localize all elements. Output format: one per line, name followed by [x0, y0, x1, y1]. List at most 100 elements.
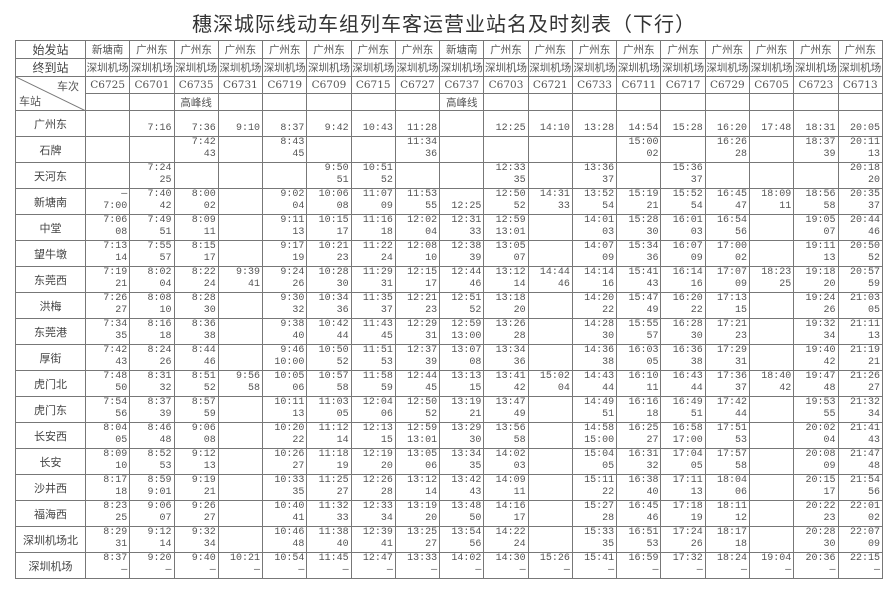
departure-time: 53 [734, 435, 747, 446]
time-cell: 9:06 08 [173, 422, 219, 449]
train-note [527, 93, 573, 111]
time-cell: 13:18 20 [483, 292, 529, 319]
time-cell [660, 136, 706, 163]
departure-time [706, 175, 747, 187]
time-cell: 15:36 37 [660, 162, 706, 189]
arrival-time: 10:21 [230, 553, 261, 565]
departure-time: 36 [336, 305, 349, 316]
time-cell: 16:45 46 [616, 500, 662, 527]
departure-time: 31 [380, 279, 393, 290]
arrival-time: 22:07 [849, 527, 880, 539]
station-name: 东莞港 [15, 318, 86, 345]
train-origin: 广州东 [616, 40, 662, 59]
arrival-time: 15:41 [628, 267, 659, 279]
arrival-time: 19:11 [805, 241, 836, 253]
arrival-time: 16:45 [628, 501, 659, 513]
time-cell: 11:07 09 [350, 188, 396, 215]
time-cell [217, 188, 264, 215]
arrival-time: 8:43 [280, 137, 305, 149]
arrival-time: 13:19 [451, 397, 482, 409]
departure-time: 22 [292, 435, 305, 446]
train-note [793, 93, 839, 111]
train-destination: 深圳机场 [439, 58, 485, 77]
arrival-time: 20:57 [849, 267, 880, 279]
arrival-time: 12:59 [407, 423, 438, 435]
arrival-time [219, 424, 260, 436]
time-cell: 16:16 18 [616, 396, 662, 423]
time-cell [527, 318, 573, 345]
time-cell: 8:23 25 [84, 500, 131, 527]
departure-time [219, 331, 260, 343]
arrival-time [529, 398, 570, 410]
time-cell: 7:34 35 [84, 318, 131, 345]
time-cell: 7:55 57 [129, 240, 175, 267]
time-cell [571, 136, 618, 163]
arrival-time [706, 112, 747, 124]
train-number: C6729 [704, 76, 750, 94]
time-cell: 14:20 22 [571, 292, 618, 319]
train-number: C6701 [129, 76, 175, 94]
departure-time: 18 [159, 331, 172, 342]
time-cell: 21:41 43 [837, 422, 884, 449]
arrival-time: 17:00 [716, 241, 747, 253]
time-cell: 12:29 31 [394, 318, 441, 345]
arrival-time [485, 138, 526, 150]
arrival-time: 8:16 [147, 319, 172, 331]
departure-time: 35 [469, 461, 482, 472]
train-origin: 广州东 [262, 40, 308, 59]
arrival-time: 14:36 [584, 345, 615, 357]
arrival-time [219, 164, 260, 176]
arrival-time: 8:52 [147, 449, 172, 461]
departure-time: 36 [425, 149, 438, 160]
arrival-time: 12:04 [362, 397, 393, 409]
departure-time [529, 539, 570, 551]
arrival-time: 8:08 [147, 293, 172, 305]
arrival-time: 18:11 [716, 501, 747, 513]
time-cell: 19:32 34 [793, 318, 839, 345]
departure-time [618, 175, 659, 187]
departure-time: — [740, 565, 747, 576]
departure-time: 03 [513, 461, 526, 472]
time-cell [527, 526, 573, 553]
arrival-time: 15:00 [628, 137, 659, 149]
time-cell: 12:44 45 [394, 370, 441, 397]
departure-time: 18 [734, 539, 747, 550]
departure-time [219, 175, 260, 187]
arrival-time [750, 138, 791, 150]
time-cell: 20:22 23 [793, 500, 839, 527]
arrival-time: 12:08 [407, 241, 438, 253]
time-cell: 10:34 36 [306, 292, 352, 319]
arrival-time: 21:32 [849, 397, 880, 409]
departure-time: 10 [425, 253, 438, 264]
arrival-time: 14:22 [495, 527, 526, 539]
arrival-time [131, 138, 172, 150]
time-cell: 14:58 15:00 [571, 422, 618, 449]
time-cell [748, 526, 795, 553]
time-cell [173, 162, 219, 189]
time-cell: 17:21 23 [704, 318, 750, 345]
arrival-time: 10:42 [318, 319, 349, 331]
train-number: C6735 [173, 76, 219, 94]
arrival-time [352, 138, 393, 150]
time-cell: 10:21 23 [306, 240, 352, 267]
arrival-time: 20:28 [805, 527, 836, 539]
departure-time: 8:37 [280, 123, 305, 134]
arrival-time: 10:15 [318, 215, 349, 227]
departure-time: 04 [159, 279, 172, 290]
departure-time [219, 435, 260, 447]
station-row: 中堂 7:06 08 7:49 51 8:09 11 9:11 13 10:15 17 11:16 18… [15, 214, 884, 241]
time-cell: 8:37— [84, 552, 131, 579]
arrival-time: 14:02 [451, 553, 482, 565]
departure-time: 56 [734, 227, 747, 238]
arrival-time: 10:51 [362, 163, 393, 175]
departure-time: — [608, 565, 615, 576]
arrival-time [529, 242, 570, 254]
departure-time: 13 [292, 227, 305, 238]
time-cell: 8:51 52 [173, 370, 219, 397]
time-cell: 16:20 22 [660, 292, 706, 319]
departure-time: 07 [823, 227, 836, 238]
time-cell: 20:44 46 [837, 214, 884, 241]
departure-time: 22 [602, 305, 615, 316]
time-cell: 14:14 16 [571, 266, 618, 293]
time-cell: 8:31 32 [129, 370, 175, 397]
